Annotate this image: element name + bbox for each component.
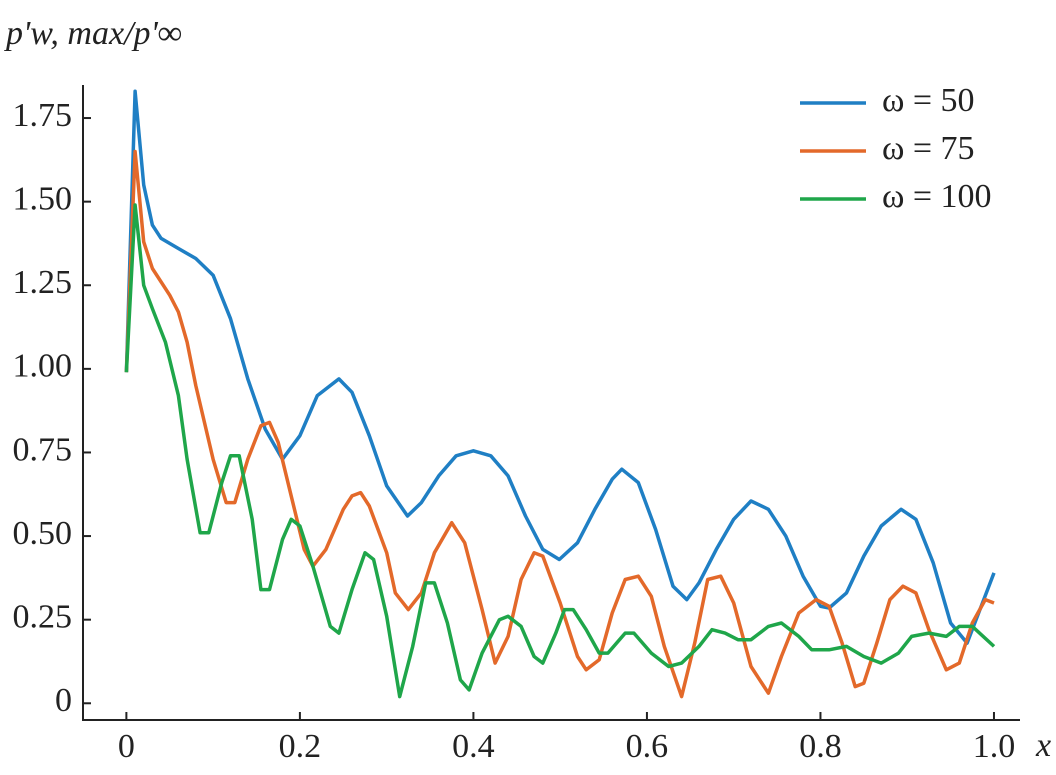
x-axis-label: x <box>1035 727 1051 764</box>
x-tick-label: 0.2 <box>279 728 322 765</box>
legend-label: ω = 75 <box>882 130 975 167</box>
legend-label: ω = 100 <box>882 178 992 215</box>
series-line <box>124 89 996 645</box>
y-tick-label: 1.50 <box>13 180 73 217</box>
x-tick-label: 0.6 <box>626 728 669 765</box>
legend-label: ω = 50 <box>882 82 975 119</box>
y-tick-label: 0.50 <box>13 515 73 552</box>
y-tick-label: 0.25 <box>13 598 73 635</box>
series-line <box>124 203 996 699</box>
y-tick-label: 0 <box>55 682 72 719</box>
x-tick-label: 0.8 <box>799 728 842 765</box>
y-tick-label: 1.25 <box>13 264 73 301</box>
series-line <box>124 149 995 699</box>
y-tick-label: 1.00 <box>13 348 73 385</box>
x-tick-label: 0 <box>118 728 135 765</box>
x-tick-label: 1.0 <box>973 728 1016 765</box>
axes <box>82 85 1020 721</box>
y-tick-label: 0.75 <box>13 431 73 468</box>
y-axis-label: p'w, max/p'∞ <box>4 15 182 52</box>
y-tick-label: 1.75 <box>13 97 73 134</box>
x-tick-label: 0.4 <box>452 728 495 765</box>
